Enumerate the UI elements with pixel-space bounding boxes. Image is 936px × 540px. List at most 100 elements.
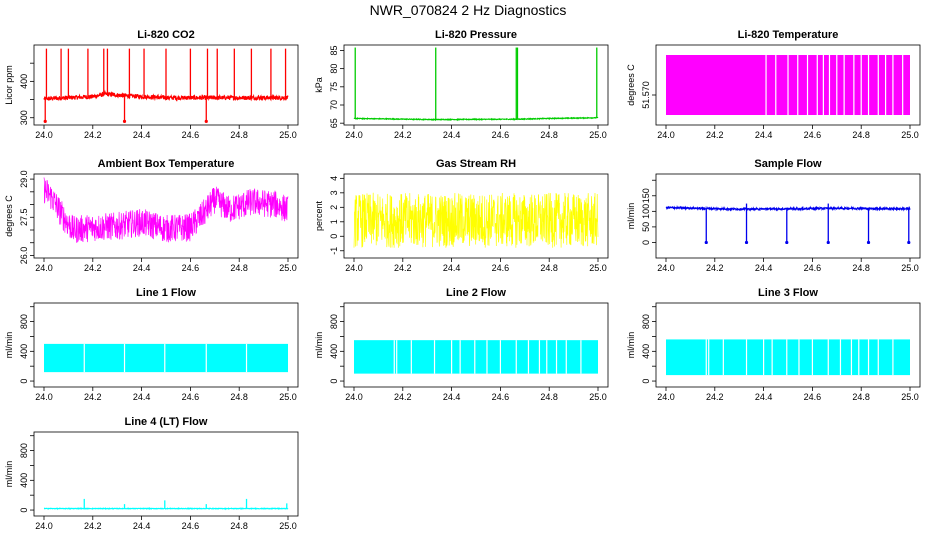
x-tick-label: 24.6 bbox=[804, 130, 822, 140]
chart-title: Ambient Box Temperature bbox=[98, 158, 235, 170]
dropout-point bbox=[866, 240, 871, 245]
x-tick-label: 24.0 bbox=[35, 521, 53, 531]
y-tick-label: 65 bbox=[329, 118, 339, 128]
x-tick-label: 24.8 bbox=[852, 263, 870, 273]
x-tick-label: 24.0 bbox=[345, 392, 363, 402]
x-tick-label: 24.2 bbox=[84, 130, 102, 140]
x-tick-label: 24.0 bbox=[35, 130, 53, 140]
x-tick-label: 24.6 bbox=[804, 263, 822, 273]
y-tick-label: 150 bbox=[641, 188, 651, 203]
x-tick-label: 24.8 bbox=[852, 392, 870, 402]
series-line bbox=[353, 116, 599, 122]
x-tick-label: 25.0 bbox=[279, 521, 297, 531]
dropout-point bbox=[204, 119, 208, 123]
dropout-point bbox=[704, 240, 708, 245]
y-axis-label: degrees C bbox=[4, 195, 14, 237]
chart-panel: Line 1 Flow 24.0 24.2 24.4 24.6 24.8 25.0 0 400 8… bbox=[4, 287, 299, 402]
x-tick-label: 25.0 bbox=[901, 392, 919, 402]
chart-frame bbox=[33, 302, 299, 388]
x-tick-label: 24.4 bbox=[755, 263, 773, 273]
y-axis-label: ml/min bbox=[626, 203, 636, 230]
y-tick-label: 400 bbox=[329, 344, 339, 359]
y-tick-label: 800 bbox=[329, 314, 339, 329]
chart-frame bbox=[343, 302, 609, 388]
chart-title: Line 4 (LT) Flow bbox=[125, 416, 208, 428]
y-tick-label: 800 bbox=[19, 314, 29, 329]
y-tick-label: 4 bbox=[329, 176, 339, 181]
y-tick-label: 400 bbox=[19, 473, 29, 488]
series-band bbox=[354, 340, 598, 374]
x-tick-label: 25.0 bbox=[589, 263, 607, 273]
y-tick-label: 400 bbox=[19, 74, 29, 89]
x-tick-label: 25.0 bbox=[279, 263, 297, 273]
x-tick-label: 24.0 bbox=[35, 392, 53, 402]
x-tick-label: 24.0 bbox=[345, 263, 363, 273]
chart-frame bbox=[343, 44, 609, 126]
x-tick-label: 25.0 bbox=[901, 130, 919, 140]
y-tick-label: 85 bbox=[329, 45, 339, 55]
y-tick-label: 2 bbox=[329, 205, 339, 210]
series-band bbox=[666, 339, 910, 376]
x-tick-label: 24.2 bbox=[706, 392, 724, 402]
chart-title: Li-820 CO2 bbox=[137, 29, 194, 41]
dropout-point bbox=[744, 240, 749, 245]
y-tick-label: 29.0 bbox=[19, 170, 29, 188]
x-tick-label: 24.4 bbox=[755, 392, 773, 402]
y-tick-label: 50 bbox=[641, 222, 651, 232]
dropout-point bbox=[785, 240, 789, 245]
series-line bbox=[43, 89, 289, 102]
dropout-point bbox=[907, 240, 911, 245]
y-axis-label: degrees C bbox=[626, 64, 636, 106]
x-tick-label: 24.4 bbox=[133, 521, 151, 531]
x-tick-label: 24.2 bbox=[84, 392, 102, 402]
y-tick-label: 51.570 bbox=[641, 81, 651, 109]
x-tick-label: 24.8 bbox=[230, 263, 248, 273]
chart-frame bbox=[655, 44, 921, 126]
chart-panel: Li-820 CO2 24.0 24.2 24.4 24.6 24.8 25.0 300 400… bbox=[4, 29, 299, 140]
y-axis-label: ml/min bbox=[4, 461, 14, 488]
y-tick-label: 0 bbox=[19, 508, 29, 513]
x-tick-label: 24.2 bbox=[394, 263, 412, 273]
x-tick-label: 24.6 bbox=[492, 263, 510, 273]
y-tick-label: 0 bbox=[329, 379, 339, 384]
x-tick-label: 24.4 bbox=[133, 392, 151, 402]
x-tick-label: 25.0 bbox=[279, 392, 297, 402]
chart-title: Sample Flow bbox=[754, 158, 822, 170]
x-tick-label: 24.2 bbox=[394, 130, 412, 140]
series-line bbox=[43, 507, 289, 511]
y-axis-label: Licor ppm bbox=[4, 65, 14, 105]
y-axis-label: ml/min bbox=[4, 332, 14, 359]
y-tick-label: 0 bbox=[329, 234, 339, 239]
chart-panel: Li-820 Pressure 24.0 24.2 24.4 24.6 24.8 25.0 6… bbox=[314, 29, 609, 140]
chart-panel: Li-820 Temperature 24.0 24.2 24.4 24.6 24.8 25… bbox=[626, 29, 921, 140]
x-tick-label: 24.6 bbox=[182, 263, 200, 273]
chart-panel: Line 2 Flow 24.0 24.2 24.4 24.6 24.8 25.0 0 400 8… bbox=[314, 287, 609, 402]
x-tick-label: 24.6 bbox=[182, 130, 200, 140]
y-tick-label: 100 bbox=[641, 204, 651, 219]
x-tick-label: 24.8 bbox=[230, 521, 248, 531]
x-tick-label: 24.0 bbox=[345, 130, 363, 140]
x-tick-label: 25.0 bbox=[589, 392, 607, 402]
x-tick-label: 24.2 bbox=[706, 130, 724, 140]
y-tick-label: 800 bbox=[641, 314, 651, 329]
chart-panel: Gas Stream RH 24.0 24.2 24.4 24.6 24.8 25.0 -1 0… bbox=[314, 158, 609, 273]
y-tick-label: 26.0 bbox=[19, 247, 29, 265]
chart-frame bbox=[33, 173, 299, 259]
series-line bbox=[353, 192, 599, 248]
dropout-point bbox=[826, 240, 830, 245]
y-axis-label: percent bbox=[314, 200, 324, 231]
chart-title: Line 2 Flow bbox=[446, 287, 506, 299]
chart-title: Li-820 Temperature bbox=[738, 29, 839, 41]
y-tick-label: 800 bbox=[19, 443, 29, 458]
chart-panel: Line 3 Flow 24.0 24.2 24.4 24.6 24.8 25.0 0 400 8… bbox=[626, 287, 921, 402]
chart-title: Gas Stream RH bbox=[436, 158, 516, 170]
y-tick-label: 3 bbox=[329, 190, 339, 195]
series-line bbox=[43, 177, 289, 243]
x-tick-label: 24.2 bbox=[84, 263, 102, 273]
x-tick-label: 24.0 bbox=[657, 392, 675, 402]
x-tick-label: 24.8 bbox=[230, 392, 248, 402]
chart-frame bbox=[33, 431, 299, 517]
x-tick-label: 25.0 bbox=[279, 130, 297, 140]
